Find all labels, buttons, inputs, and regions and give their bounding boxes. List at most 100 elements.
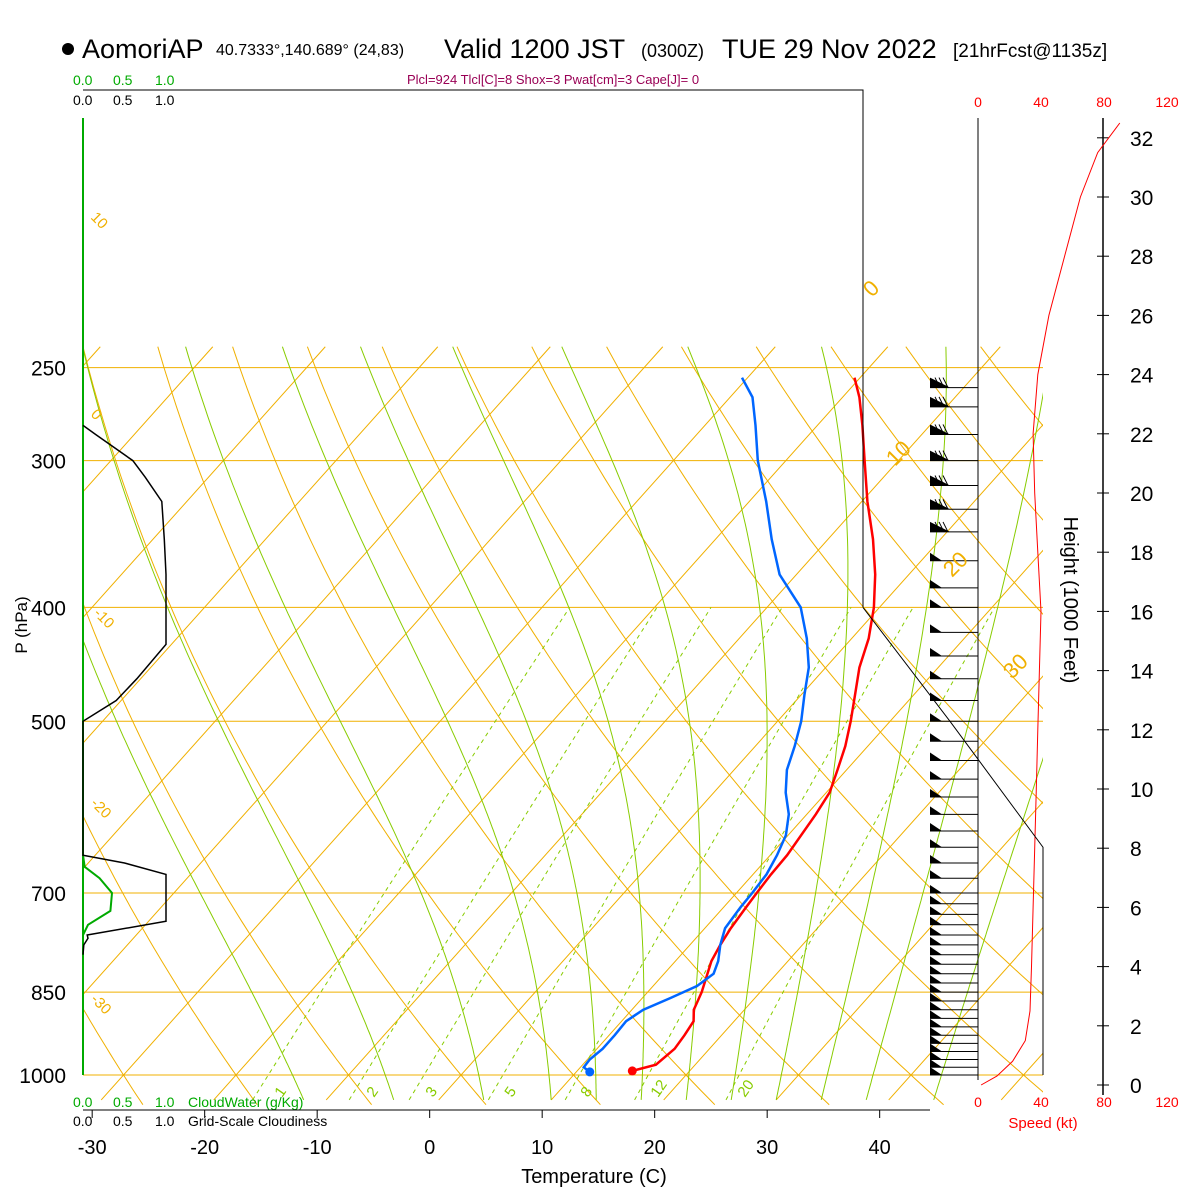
cloud-water-scale-label: 0.5 xyxy=(113,72,133,88)
wind-barb-feather xyxy=(942,424,949,435)
wind-barb xyxy=(930,1051,978,1060)
cloudiness-scale-label: 1.0 xyxy=(155,92,175,108)
wind-barb-flag xyxy=(930,823,942,832)
wind-barb xyxy=(930,1018,978,1028)
wind-barb xyxy=(930,926,978,936)
pressure-tick-label: 300 xyxy=(31,451,66,474)
cloudiness-line xyxy=(82,424,167,955)
wind-barb-flag xyxy=(930,965,942,974)
wind-barb-flag xyxy=(930,1067,942,1075)
valid-date: TUE 29 Nov 2022 xyxy=(722,34,937,64)
wind-barb-feather xyxy=(938,475,945,486)
wind-barb-flag xyxy=(930,974,942,983)
wind-barb-flag xyxy=(930,870,942,879)
moist-adiabat-line xyxy=(865,392,1043,1101)
height-tick-label: 30 xyxy=(1130,187,1153,210)
zulu-time: (0300Z) xyxy=(641,41,705,61)
forecast-info: [21hrFcst@1135z] xyxy=(953,41,1108,62)
moist-adiabat-line xyxy=(933,757,1043,1101)
height-tick-label: 4 xyxy=(1130,957,1142,980)
cloud-water-line xyxy=(82,855,114,1075)
wind-barb-feather xyxy=(938,396,945,408)
height-tick-label: 2 xyxy=(1130,1016,1142,1039)
wind-barb-flag xyxy=(930,648,942,657)
height-tick-label: 20 xyxy=(1130,483,1153,506)
wind-barb-flag xyxy=(930,806,942,815)
wind-barb-feather xyxy=(942,377,949,388)
dewpoint-line xyxy=(582,377,811,1073)
wind-barb xyxy=(930,670,978,680)
wind-barb-flag xyxy=(930,1027,942,1036)
dry-adiabat-line xyxy=(83,814,258,1105)
temp-tick-label: 40 xyxy=(869,1137,891,1159)
dry-adiabat-label: 10 xyxy=(87,209,111,233)
moist-adiabat-line xyxy=(281,346,552,1100)
mixing-ratio-line xyxy=(348,607,658,1101)
wind-barb-flag xyxy=(930,552,942,561)
height-tick-label: 32 xyxy=(1130,128,1153,151)
speed-tick-label: 120 xyxy=(1155,1094,1179,1110)
wind-barb xyxy=(930,552,978,562)
wind-barb xyxy=(930,424,978,435)
wind-barb-flag xyxy=(930,499,950,510)
wind-barb-feather xyxy=(934,450,941,461)
temperature-surface-point xyxy=(627,1066,637,1076)
dry-adiabat-line xyxy=(83,346,487,1106)
speed-tick-label: 80 xyxy=(1096,1094,1112,1110)
wind-barb xyxy=(930,936,978,946)
wind-barb-feather xyxy=(938,424,945,435)
wind-barb-flag xyxy=(930,895,942,904)
height-tick-label: 14 xyxy=(1130,661,1154,684)
moist-adiabat-label: 30 xyxy=(998,649,1033,684)
wind-barb-flag xyxy=(930,906,942,915)
cloudiness-scale-label: 0.5 xyxy=(113,92,133,108)
height-tick-label: 22 xyxy=(1130,424,1153,447)
wind-barb xyxy=(930,1059,978,1068)
dry-adiabat-line xyxy=(83,602,372,1106)
temp-tick-label: 10 xyxy=(531,1137,553,1159)
wind-barb xyxy=(930,806,978,815)
wind-barb-flag xyxy=(930,396,950,407)
pressure-tick-label: 850 xyxy=(31,982,66,1005)
temp-tick-label: 0 xyxy=(424,1137,435,1159)
isotherm-line xyxy=(83,346,439,744)
dry-adiabat-line xyxy=(157,346,601,1106)
isotherm-line xyxy=(83,346,664,996)
wind-barb xyxy=(930,752,978,762)
wind-barb-flag xyxy=(930,579,942,588)
speed-tick-label: 0 xyxy=(974,1094,982,1110)
speed-tick-label: 120 xyxy=(1155,94,1179,110)
wind-barb xyxy=(930,1067,978,1076)
wind-barb xyxy=(930,499,978,510)
pressure-tick-label: 500 xyxy=(31,711,66,734)
wind-barb xyxy=(930,823,978,832)
wind-barb-feather xyxy=(938,499,945,510)
plot-frame xyxy=(83,89,864,608)
wind-barb xyxy=(930,475,978,487)
wind-barb xyxy=(930,648,978,657)
wind-barb xyxy=(930,1035,978,1044)
wind-barb-flag xyxy=(930,854,942,863)
wind-barb xyxy=(930,1010,978,1019)
moist-adiabat-line xyxy=(775,346,849,1101)
speed-tick-label: 40 xyxy=(1033,1094,1049,1110)
dewpoint-surface-point xyxy=(585,1067,595,1077)
wind-barb-flag xyxy=(930,475,950,486)
wind-barb xyxy=(930,884,978,894)
valid-time: Valid 1200 JST xyxy=(444,34,626,64)
wind-barb-flag xyxy=(930,789,942,798)
wind-barb-feather xyxy=(934,499,941,510)
wind-barb xyxy=(930,1043,978,1053)
wind-boundary xyxy=(862,607,1044,1075)
wind-barb xyxy=(930,377,978,389)
sounding-profiles xyxy=(582,377,877,1077)
wind-barb xyxy=(930,870,978,879)
temp-tick-label: -20 xyxy=(190,1137,219,1159)
cloud-water-legend: CloudWater (g/Kg) xyxy=(188,1094,303,1110)
dry-adiabat-line xyxy=(755,346,1043,710)
wind-barb-flag xyxy=(930,1051,942,1060)
moist-adiabat-line xyxy=(820,346,947,1101)
cloudiness-scale-label: 1.0 xyxy=(155,1113,175,1129)
